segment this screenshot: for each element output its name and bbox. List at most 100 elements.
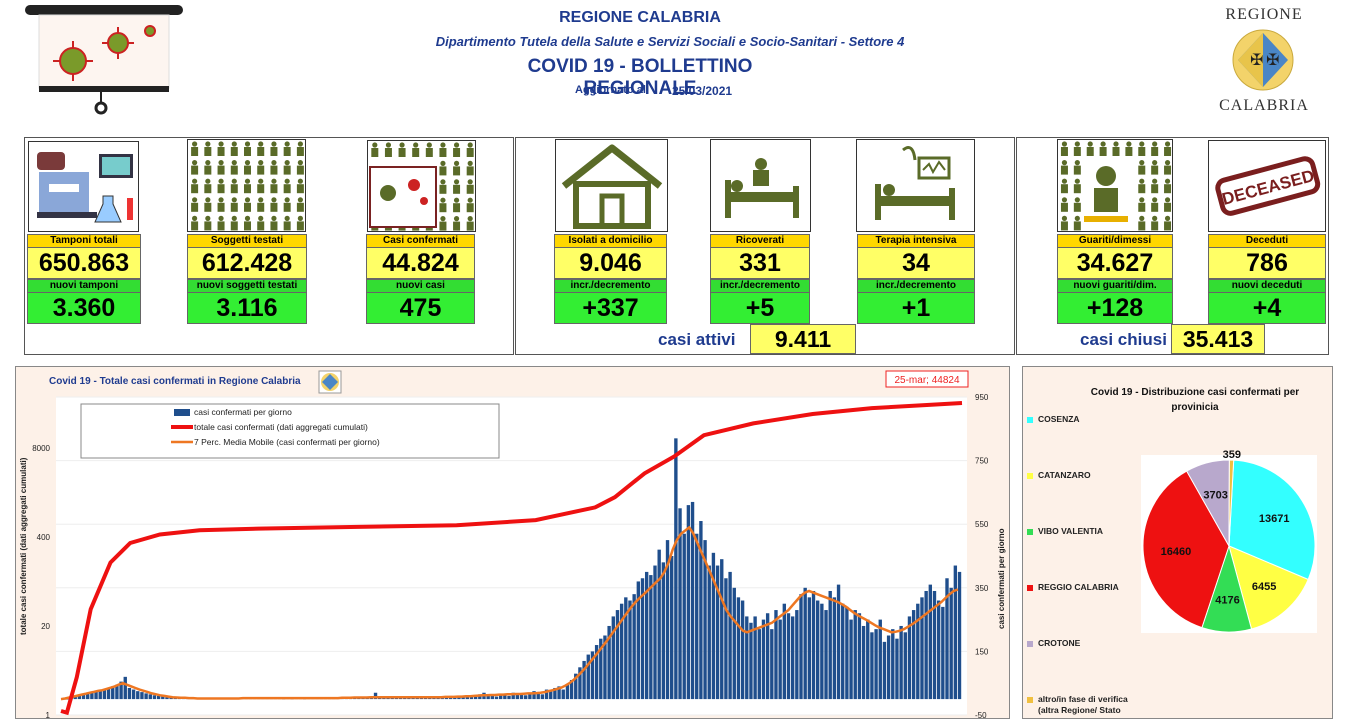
daily-bar bbox=[924, 590, 928, 700]
daily-bar bbox=[131, 689, 136, 700]
person-body bbox=[230, 184, 238, 194]
daily-bar bbox=[953, 565, 958, 700]
kpi-new-value-guariti: +128 bbox=[1057, 292, 1173, 324]
cumulative-cases-chart-svg: Covid 19 - Totale casi confermati in Reg… bbox=[19, 370, 1006, 719]
daily-bar bbox=[903, 632, 907, 700]
person-body bbox=[191, 165, 199, 175]
person-icon bbox=[205, 197, 211, 203]
person-icon bbox=[271, 178, 277, 184]
daily-bar bbox=[386, 697, 390, 700]
daily-bar bbox=[603, 635, 607, 700]
daily-bar bbox=[899, 625, 903, 700]
person-body bbox=[1138, 202, 1146, 212]
daily-bar bbox=[586, 654, 590, 700]
person-body bbox=[257, 202, 265, 212]
daily-bar bbox=[807, 597, 812, 700]
person-icon bbox=[297, 197, 303, 203]
person-body bbox=[384, 148, 392, 157]
person-body bbox=[1086, 147, 1094, 156]
daily-bar bbox=[640, 578, 645, 700]
person-body bbox=[230, 165, 238, 175]
daily-bar bbox=[674, 438, 678, 700]
left-tick-label: 1 bbox=[46, 711, 51, 719]
person-icon bbox=[231, 141, 237, 147]
person-body bbox=[1073, 202, 1081, 212]
daily-bar bbox=[670, 556, 674, 700]
person-body bbox=[217, 221, 225, 231]
person-icon bbox=[192, 215, 198, 221]
pie-legend-label: REGGIO CALABRIA bbox=[1038, 582, 1119, 592]
daily-bar bbox=[736, 597, 741, 700]
daily-bar bbox=[949, 587, 953, 700]
kpi-label-deceduti: Deceduti bbox=[1208, 234, 1326, 248]
kpi-new-value-deceduti: +4 bbox=[1208, 292, 1326, 324]
person-icon bbox=[205, 178, 211, 184]
right-tick-label: -50 bbox=[975, 711, 987, 719]
person-icon bbox=[244, 215, 251, 221]
daily-bar bbox=[515, 693, 520, 700]
person-icon bbox=[453, 142, 460, 148]
daily-bar bbox=[73, 696, 77, 700]
daily-bar bbox=[619, 603, 624, 700]
daily-bar bbox=[553, 687, 557, 700]
kpi-label-terapia: Terapia intensiva bbox=[857, 234, 975, 248]
kpi-new-value-isolati: +337 bbox=[554, 292, 667, 324]
person-body bbox=[257, 184, 265, 194]
person-icon bbox=[244, 197, 251, 203]
person-icon bbox=[1152, 178, 1158, 184]
daily-bar bbox=[632, 594, 636, 700]
person-body bbox=[425, 148, 433, 157]
person-body bbox=[230, 202, 238, 212]
person-icon bbox=[297, 215, 303, 221]
daily-bar bbox=[699, 521, 703, 700]
province-pie-chart: Covid 19 - Distribuzione casi confermati… bbox=[1022, 366, 1333, 719]
daily-bar bbox=[607, 625, 611, 700]
daily-bar bbox=[941, 606, 945, 700]
pie-legend-swatch bbox=[1027, 473, 1033, 479]
daily-bar bbox=[398, 697, 403, 700]
pie-legend-swatch bbox=[1027, 641, 1033, 647]
daily-bar bbox=[123, 676, 127, 700]
person-icon bbox=[1139, 160, 1145, 166]
daily-bar bbox=[753, 616, 757, 700]
person-body bbox=[466, 148, 474, 157]
daily-bar bbox=[394, 698, 399, 700]
pie-legend-swatch bbox=[1027, 529, 1033, 535]
pie-slice bbox=[1142, 470, 1230, 629]
person-body bbox=[1060, 165, 1068, 175]
lab-equipment-icon bbox=[28, 141, 139, 232]
person-body bbox=[204, 184, 212, 194]
person-body bbox=[191, 221, 199, 231]
daily-bar bbox=[886, 635, 891, 700]
daily-bar bbox=[457, 697, 461, 700]
daily-bar bbox=[152, 695, 157, 700]
person-icon bbox=[440, 197, 446, 203]
person-icon bbox=[258, 141, 264, 147]
daily-bar bbox=[473, 696, 478, 700]
person-icon bbox=[413, 142, 419, 148]
person-icon bbox=[1139, 178, 1145, 184]
daily-bar bbox=[799, 594, 803, 700]
person-body bbox=[453, 184, 461, 194]
person-icon bbox=[1164, 160, 1171, 166]
person-body bbox=[217, 202, 225, 212]
daily-bar bbox=[119, 681, 123, 700]
person-icon bbox=[385, 142, 392, 148]
daily-bar bbox=[140, 692, 144, 700]
daily-bar bbox=[957, 571, 962, 700]
person-icon bbox=[218, 197, 224, 203]
daily-bar bbox=[519, 694, 524, 700]
person-body bbox=[1073, 147, 1081, 156]
person-body bbox=[439, 203, 447, 213]
daily-bar bbox=[774, 610, 778, 700]
daily-bar bbox=[711, 552, 716, 700]
pie-legend-label: altro/in fase di verifica bbox=[1038, 694, 1128, 704]
pie-title-line-2: provinicia bbox=[1171, 402, 1219, 413]
person-body bbox=[244, 184, 251, 194]
daily-bar bbox=[907, 616, 912, 700]
daily-bar bbox=[749, 622, 753, 700]
daily-bar bbox=[649, 575, 653, 700]
daily-bar bbox=[678, 508, 682, 700]
person-body bbox=[466, 166, 474, 176]
